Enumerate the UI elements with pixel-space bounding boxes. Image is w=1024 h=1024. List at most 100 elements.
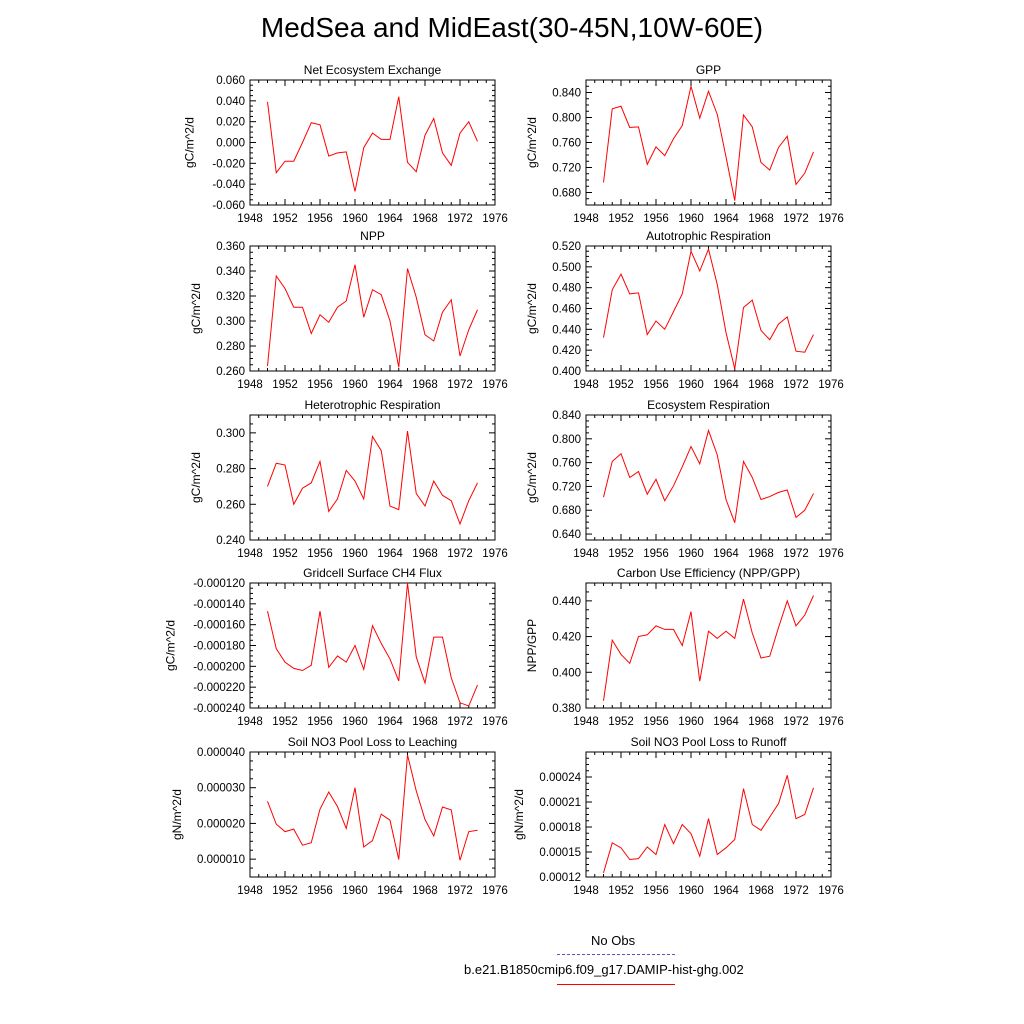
chart-title: Net Ecosystem Exchange [304, 63, 442, 77]
x-tick-label: 1968 [748, 716, 774, 728]
x-tick-label: 1968 [412, 885, 438, 897]
x-tick-label: 1968 [748, 213, 774, 225]
y-tick-label: 0.640 [552, 529, 581, 541]
chart-panel-8: Soil NO3 Pool Loss to Leaching 1948 1952 19… [170, 735, 508, 897]
x-tick-label: 1968 [748, 548, 774, 560]
y-axis-label: gC/m^2/d [525, 117, 539, 168]
x-tick-label: 1972 [783, 716, 809, 728]
y-tick-label: 0.800 [552, 113, 581, 125]
y-axis-label: gC/m^2/d [189, 283, 203, 334]
chart-title: Ecosystem Respiration [647, 398, 770, 412]
plot-frame [585, 245, 832, 372]
y-tick-label: 0.520 [552, 241, 581, 253]
y-tick-label: -0.000240 [193, 703, 245, 715]
plot-frame [249, 582, 496, 709]
y-tick-label: -0.000160 [193, 620, 245, 632]
x-tick-label: 1972 [783, 213, 809, 225]
chart-panel-6: Gridcell Surface CH4 Flux 1948 1952 1956 196… [163, 566, 507, 728]
y-tick-label: 0.460 [552, 304, 581, 316]
x-tick-label: 1964 [377, 885, 403, 897]
x-tick-label: 1964 [377, 213, 403, 225]
y-tick-label: 0.380 [552, 703, 581, 715]
x-tick-label: 1976 [482, 548, 508, 560]
y-axis-label: gC/m^2/d [163, 620, 177, 671]
x-tick-label: 1948 [237, 379, 263, 391]
y-tick-label: 0.440 [552, 596, 581, 608]
chart-title: Soil NO3 Pool Loss to Runoff [631, 735, 788, 749]
y-tick-label: 0.720 [552, 481, 581, 493]
y-tick-label: -0.020 [212, 158, 245, 170]
series-line [267, 96, 478, 192]
y-tick-label: 0.000030 [197, 783, 245, 795]
x-tick-label: 1956 [643, 213, 669, 225]
x-tick-label: 1956 [307, 379, 333, 391]
x-tick-label: 1968 [412, 213, 438, 225]
y-tick-label: 0.760 [552, 138, 581, 150]
y-tick-label: 0.680 [552, 188, 581, 200]
y-tick-label: 0.00012 [539, 872, 581, 884]
y-tick-label: 0.840 [552, 88, 581, 100]
y-tick-label: -0.000140 [193, 599, 245, 611]
x-tick-label: 1968 [412, 716, 438, 728]
y-tick-label: 0.360 [216, 241, 245, 253]
x-tick-label: 1976 [818, 379, 844, 391]
y-tick-label: 0.500 [552, 262, 581, 274]
y-tick-label: 0.420 [552, 345, 581, 357]
x-tick-label: 1948 [573, 548, 599, 560]
y-tick-label: 0.00021 [539, 797, 581, 809]
x-tick-label: 1964 [713, 548, 739, 560]
x-tick-label: 1976 [482, 885, 508, 897]
x-tick-label: 1960 [342, 548, 368, 560]
x-tick-label: 1956 [307, 213, 333, 225]
x-tick-label: 1972 [447, 885, 473, 897]
chart-panel-7: Carbon Use Efficiency (NPP/GPP) 1948 1952 1… [525, 566, 844, 728]
x-tick-label: 1976 [482, 379, 508, 391]
x-tick-label: 1948 [237, 716, 263, 728]
y-tick-label: 0.260 [216, 499, 245, 511]
x-tick-label: 1972 [447, 548, 473, 560]
y-tick-label: 0.300 [216, 428, 245, 440]
x-tick-label: 1956 [643, 885, 669, 897]
y-tick-label: -0.000120 [193, 578, 245, 590]
y-tick-label: 0.320 [216, 291, 245, 303]
y-tick-label: 0.260 [216, 366, 245, 378]
chart-panel-1: GPP 1948 1952 1956 1960 1964 1968 1972 1976 0.680… [525, 63, 844, 225]
series-line [603, 247, 814, 370]
x-tick-label: 1960 [342, 379, 368, 391]
x-tick-label: 1952 [272, 885, 298, 897]
chart-title: Gridcell Surface CH4 Flux [303, 566, 442, 580]
x-tick-label: 1964 [713, 213, 739, 225]
x-tick-label: 1976 [818, 885, 844, 897]
x-tick-label: 1952 [272, 716, 298, 728]
x-tick-label: 1948 [237, 885, 263, 897]
x-tick-label: 1972 [783, 379, 809, 391]
x-tick-label: 1964 [713, 379, 739, 391]
x-tick-label: 1976 [818, 548, 844, 560]
y-tick-label: 0.760 [552, 458, 581, 470]
x-tick-label: 1968 [412, 379, 438, 391]
x-tick-label: 1948 [573, 716, 599, 728]
y-axis-label: gC/m^2/d [525, 283, 539, 334]
y-tick-label: -0.000220 [193, 682, 245, 694]
x-tick-label: 1956 [643, 548, 669, 560]
y-tick-label: 0.000 [216, 138, 245, 150]
chart-panel-0: Net Ecosystem Exchange 1948 1952 1956 1960 19… [183, 63, 508, 225]
chart-panel-2: NPP 1948 1952 1956 1960 1964 1968 1972 1976 0.260… [189, 229, 508, 391]
plot-frame [249, 79, 496, 206]
x-tick-label: 1972 [447, 379, 473, 391]
x-tick-label: 1964 [377, 716, 403, 728]
y-tick-label: 0.340 [216, 266, 245, 278]
x-tick-label: 1952 [272, 213, 298, 225]
x-tick-label: 1960 [342, 716, 368, 728]
y-tick-label: 0.300 [216, 316, 245, 328]
x-tick-label: 1952 [608, 379, 634, 391]
series-line [603, 595, 814, 701]
x-tick-label: 1968 [748, 379, 774, 391]
plot-frame [585, 414, 832, 541]
x-tick-label: 1956 [307, 548, 333, 560]
x-tick-label: 1948 [237, 548, 263, 560]
y-tick-label: 0.00024 [539, 772, 581, 784]
x-tick-label: 1976 [818, 716, 844, 728]
x-tick-label: 1972 [447, 213, 473, 225]
